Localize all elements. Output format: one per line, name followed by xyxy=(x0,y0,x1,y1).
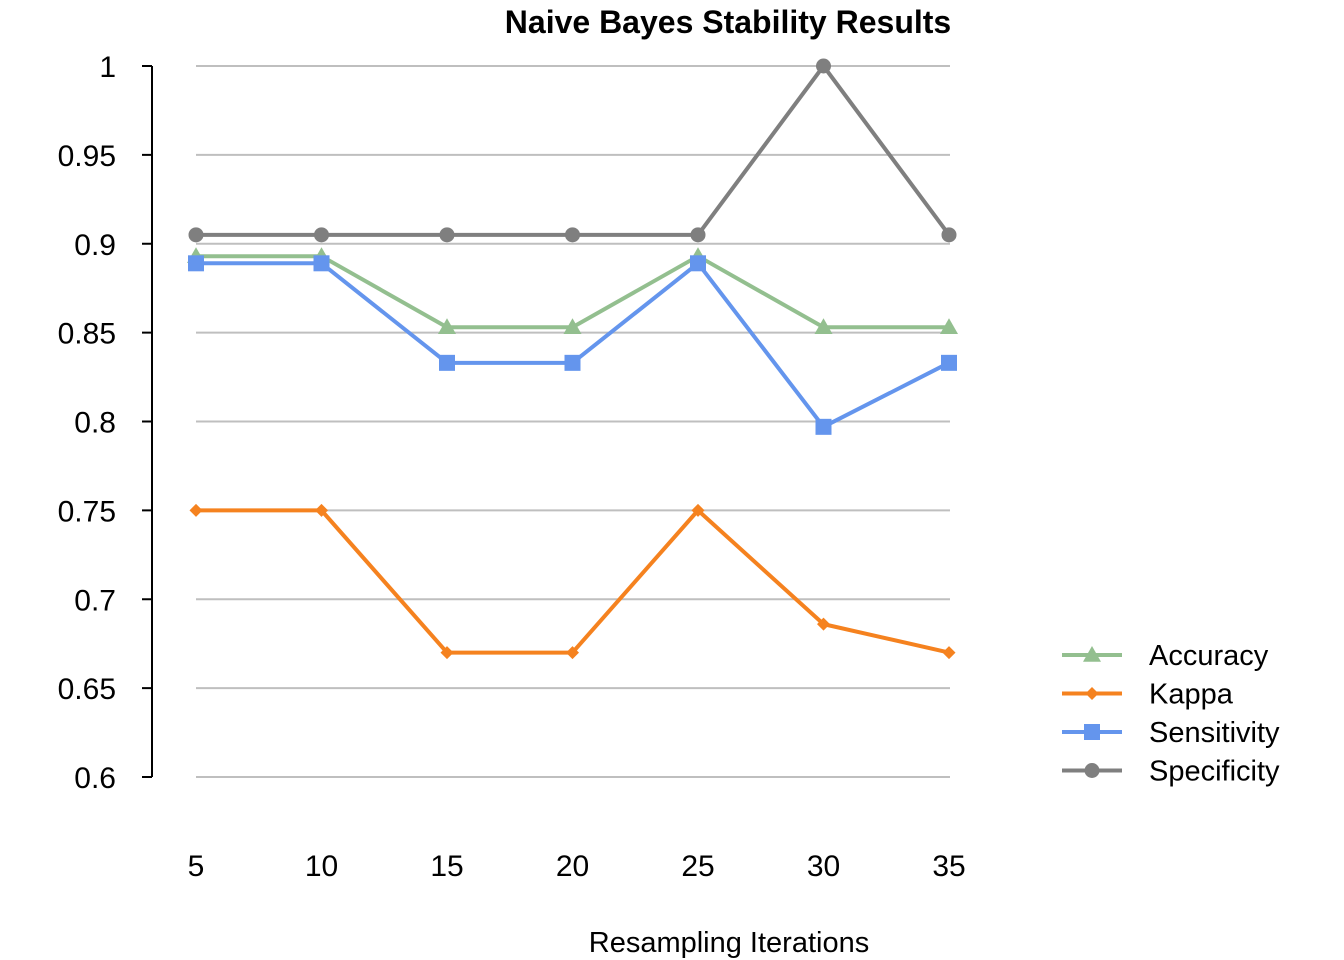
series-line xyxy=(196,508,950,655)
data-point xyxy=(690,227,706,243)
y-tick-labels: 0.6 0.65 0.7 0.75 0.8 0.85 0.9 0.95 1 xyxy=(58,51,116,795)
data-point xyxy=(315,503,328,517)
y-tick-label: 0.95 xyxy=(58,140,116,173)
data-point xyxy=(564,354,581,371)
y-tick-label: 0.7 xyxy=(74,584,116,617)
data-point xyxy=(1084,724,1100,740)
x-tick-label: 15 xyxy=(430,850,463,883)
legend-label: Accuracy xyxy=(1149,640,1269,672)
y-tick-label: 0.6 xyxy=(74,762,116,795)
series-line xyxy=(196,254,949,330)
data-point xyxy=(940,318,958,335)
data-point xyxy=(314,227,329,243)
data-point xyxy=(189,503,203,517)
series-line xyxy=(196,261,950,429)
data-point xyxy=(817,617,830,631)
data-point xyxy=(690,255,706,272)
data-point xyxy=(565,227,580,243)
y-tick-label: 0.8 xyxy=(74,407,116,440)
data-point xyxy=(691,503,705,517)
y-axis xyxy=(142,65,153,778)
data-point xyxy=(1084,763,1100,778)
data-point xyxy=(942,646,956,660)
y-tick-label: 0.65 xyxy=(58,673,116,706)
series-line xyxy=(196,64,951,237)
x-tick-label: 5 xyxy=(188,850,205,883)
legend-item-accuracy: Accuracy xyxy=(1062,640,1269,672)
data-point xyxy=(313,255,330,272)
y-tick-label: 0.9 xyxy=(74,229,116,262)
x-tick-label: 30 xyxy=(807,850,840,883)
data-point xyxy=(440,646,454,660)
legend-label: Kappa xyxy=(1149,679,1234,711)
data-point xyxy=(439,227,455,243)
legend-item-specificity: Specificity xyxy=(1062,756,1280,788)
series-specificity xyxy=(188,58,957,243)
series-lines xyxy=(187,58,958,660)
data-point xyxy=(439,354,455,371)
x-tick-label: 20 xyxy=(556,850,589,883)
legend-label: Sensitivity xyxy=(1149,717,1280,749)
data-point xyxy=(438,318,456,335)
data-point xyxy=(1083,646,1101,662)
y-tick-label: 1 xyxy=(99,51,116,84)
legend-label: Specificity xyxy=(1149,756,1280,788)
data-point xyxy=(188,227,204,243)
data-point xyxy=(815,418,832,435)
data-point xyxy=(563,318,582,335)
data-point xyxy=(941,354,957,371)
y-tick-label: 0.85 xyxy=(58,318,116,351)
data-point xyxy=(566,646,579,660)
x-axis-title: Resampling Iterations xyxy=(589,927,869,959)
x-tick-label: 35 xyxy=(932,850,965,883)
series-accuracy xyxy=(187,247,958,335)
legend-item-kappa: Kappa xyxy=(1062,679,1234,711)
data-point xyxy=(814,318,833,335)
x-tick-labels: 5 10 15 20 25 30 35 xyxy=(188,850,966,883)
data-point xyxy=(188,255,204,272)
chart-title: Naive Bayes Stability Results xyxy=(505,4,951,40)
series-sensitivity xyxy=(188,255,957,435)
x-tick-label: 10 xyxy=(305,850,338,883)
x-tick-label: 25 xyxy=(681,850,714,883)
data-point xyxy=(1085,687,1099,700)
data-point xyxy=(941,227,957,243)
y-tick-label: 0.75 xyxy=(58,495,116,528)
series-kappa xyxy=(189,503,956,660)
legend-item-sensitivity: Sensitivity xyxy=(1062,717,1280,749)
legend: Accuracy Kappa Sensitivity Specificity xyxy=(1062,640,1280,788)
data-point xyxy=(816,58,831,74)
